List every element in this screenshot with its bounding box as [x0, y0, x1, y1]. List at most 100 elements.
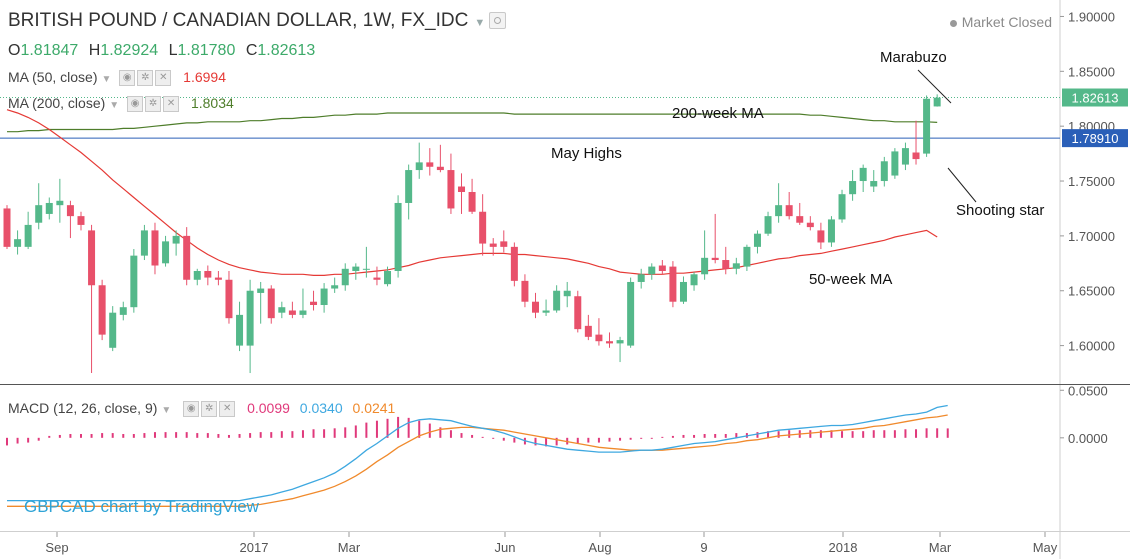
candle — [45, 197, 53, 220]
macd-legend[interactable]: MACD (12, 26, close, 9) ▼ ◉ ✲ ✕ 0.0099 0.03… — [8, 400, 395, 418]
chevron-down-icon[interactable]: ▼ — [161, 405, 172, 416]
candle-body — [458, 186, 466, 192]
macd-hist-bar — [37, 437, 40, 441]
candle-body — [806, 222, 814, 228]
macd-hist-bar — [492, 437, 495, 439]
candle — [701, 230, 709, 280]
macd-hist-bar — [555, 437, 558, 446]
eye-icon[interactable]: ◉ — [127, 96, 144, 113]
macd-signal-line — [7, 414, 948, 507]
candle-body — [3, 208, 11, 247]
gear-icon[interactable]: ✲ — [201, 401, 218, 418]
chevron-down-icon[interactable]: ▼ — [101, 74, 112, 85]
low-label: L — [168, 42, 178, 59]
macd-hist-bar — [79, 434, 82, 438]
chart-title[interactable]: BRITISH POUND / CANADIAN DOLLAR, 1W, FX_… — [8, 10, 507, 32]
macd-hist-bar — [587, 437, 590, 443]
macd-hist-bar — [196, 433, 199, 438]
candle — [880, 156, 888, 187]
macd-hist-bar — [650, 437, 653, 439]
last-price-tag: 1.82613 — [1062, 88, 1128, 107]
candle-body — [331, 285, 339, 289]
candle — [711, 213, 719, 264]
close-label: C — [245, 42, 258, 59]
candle-body — [479, 211, 487, 244]
candle-body — [225, 279, 233, 319]
macd-hist-bar — [90, 434, 93, 438]
chevron-down-icon[interactable]: ▼ — [474, 17, 486, 29]
candle-body — [362, 268, 370, 270]
time-tick-label: Mar — [929, 540, 952, 555]
time-tick-label: Jun — [495, 540, 516, 555]
shooting-star-pointer — [947, 167, 977, 203]
candle — [574, 290, 582, 333]
annotation-200-week-ma: 200-week MA — [672, 105, 764, 122]
chart-title-text: BRITISH POUND / CANADIAN DOLLAR, 1W, FX_… — [8, 10, 469, 31]
macd-tick-label: 0.0500 — [1068, 383, 1108, 398]
candle — [278, 301, 286, 319]
macd-hist-bar — [777, 431, 780, 438]
high-label: H — [88, 42, 101, 59]
close-icon[interactable]: ✕ — [155, 70, 172, 87]
macd-hist-bar — [312, 429, 315, 438]
candle — [479, 194, 487, 256]
ma200-legend[interactable]: MA (200, close) ▼ ◉ ✲ ✕ 1.8034 — [8, 95, 234, 113]
gear-icon[interactable]: ✲ — [137, 70, 154, 87]
candle — [56, 178, 64, 223]
candle-body — [817, 230, 825, 243]
market-status: Market Closed — [949, 14, 1052, 30]
candle — [542, 299, 550, 316]
gear-icon[interactable]: ✲ — [145, 96, 162, 113]
close-icon[interactable]: ✕ — [219, 401, 236, 418]
ma50-legend[interactable]: MA (50, close) ▼ ◉ ✲ ✕ 1.6994 — [8, 69, 226, 87]
macd-hist-bar — [608, 437, 611, 442]
candle-body — [214, 277, 222, 280]
candle — [236, 301, 244, 352]
candle-body — [701, 257, 709, 275]
candle-body — [563, 290, 571, 297]
macd-hist-bar — [735, 433, 738, 438]
macd-hist-bar — [724, 434, 727, 438]
candle — [764, 211, 772, 236]
candle-body — [785, 205, 793, 217]
candle — [838, 189, 846, 223]
candle-body — [394, 202, 402, 271]
candle-body — [468, 192, 476, 212]
macd-hist-bar — [323, 429, 326, 438]
tradingview-watermark[interactable]: GBPCAD chart by TradingView — [24, 497, 259, 516]
macd-hist-bar — [69, 434, 72, 438]
candle — [722, 246, 730, 275]
annotation-shooting-star: Shooting star — [956, 202, 1044, 219]
eye-icon[interactable]: ◉ — [119, 70, 136, 87]
candle — [119, 301, 127, 321]
close-icon[interactable]: ✕ — [163, 96, 180, 113]
candle-body — [384, 270, 392, 285]
candle — [341, 263, 349, 291]
macd-hist-bar — [344, 427, 347, 438]
candle-body — [373, 277, 381, 280]
candle — [785, 192, 793, 220]
macd-hist-bar — [481, 436, 484, 438]
candle-body — [119, 307, 127, 315]
macd-hist-bar — [333, 428, 336, 438]
eye-icon[interactable]: ◉ — [183, 401, 200, 418]
settings-icon[interactable] — [489, 12, 507, 30]
candle-body — [658, 265, 666, 271]
macd-hist-bar — [502, 437, 505, 441]
macd-hist-bar — [270, 432, 273, 438]
macd-hist-bar — [280, 431, 283, 438]
macd-line — [7, 404, 948, 502]
macd-hist-bar — [693, 434, 696, 438]
chevron-down-icon[interactable]: ▼ — [109, 100, 120, 111]
macd-label: MACD (12, 26, close, 9) — [8, 400, 158, 416]
candle-body — [627, 281, 635, 346]
may-highs-tag-bg — [1062, 129, 1128, 148]
candle — [373, 266, 381, 286]
candle-body — [447, 170, 455, 209]
candle-body — [426, 162, 434, 167]
macd-hist-bar — [576, 437, 579, 444]
candle-body — [605, 341, 613, 344]
macd-hist-bar — [249, 433, 252, 438]
candle — [3, 205, 11, 250]
